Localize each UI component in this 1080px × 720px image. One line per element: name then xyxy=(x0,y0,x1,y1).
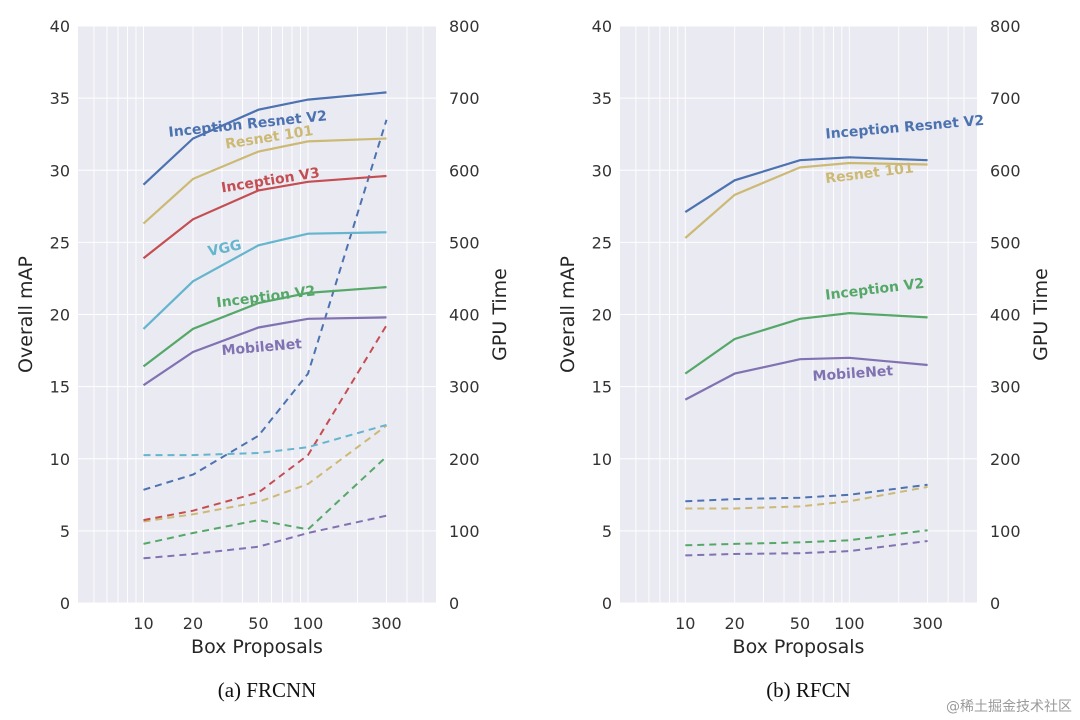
y2-tick-label: 400 xyxy=(990,306,1021,325)
y-tick-label: 20 xyxy=(50,306,70,325)
gpu-time-line-mobilenet xyxy=(143,514,387,560)
x-tick-label: 20 xyxy=(183,614,203,633)
y2-tick-label: 500 xyxy=(449,233,480,252)
y-tick-label: 35 xyxy=(592,89,612,108)
y2-tick-label: 200 xyxy=(990,450,1021,469)
y2-tick-label: 800 xyxy=(449,17,480,36)
x-tick-label: 50 xyxy=(790,614,810,633)
y2-tick-label: 0 xyxy=(449,594,459,613)
x-tick-label: 20 xyxy=(724,614,744,633)
y-tick-label: 40 xyxy=(592,17,612,36)
x-axis-title: Box Proposals xyxy=(733,636,865,658)
y-tick-label: 25 xyxy=(592,233,612,252)
y-axis-title: Overall mAP xyxy=(15,256,37,373)
y-tick-label: 35 xyxy=(50,89,70,108)
map-line-resnet-101 xyxy=(142,137,387,225)
y-tick-label: 30 xyxy=(592,161,612,180)
gpu-time-line-inception-v3 xyxy=(143,324,388,522)
y-tick-label: 10 xyxy=(592,450,612,469)
y-tick-label: 10 xyxy=(50,450,70,469)
series-label-mobilenet: MobileNet xyxy=(221,336,303,359)
map-line-resnet-101 xyxy=(684,161,928,239)
x-tick-label: 10 xyxy=(133,614,153,633)
y-tick-label: 20 xyxy=(592,306,612,325)
x-tick-label: 10 xyxy=(675,614,695,633)
rfcn-panel: 0510152025303540010020030040050060070080… xyxy=(557,17,1052,702)
y2-tick-label: 100 xyxy=(990,522,1021,541)
y2-tick-label: 700 xyxy=(990,89,1021,108)
panel-caption: (b) RFCN xyxy=(766,678,851,702)
gpu-time-line-vgg xyxy=(143,423,387,457)
y2-tick-label: 400 xyxy=(449,306,480,325)
y2-tick-label: 100 xyxy=(449,522,480,541)
x-tick-label: 300 xyxy=(371,614,402,633)
y2-tick-label: 800 xyxy=(990,17,1021,36)
gpu-time-line-inception-v2 xyxy=(685,529,928,547)
y2-tick-label: 300 xyxy=(990,378,1021,397)
y2-tick-label: 0 xyxy=(990,594,1000,613)
x-axis-title: Box Proposals xyxy=(191,636,323,658)
watermark: @稀土掘金技术社区 xyxy=(946,699,1072,715)
x-tick-label: 100 xyxy=(293,614,324,633)
series-label-vgg: VGG xyxy=(207,237,243,260)
y-tick-label: 5 xyxy=(60,522,70,541)
series-label-mobilenet: MobileNet xyxy=(812,363,894,385)
gpu-time-line-resnet-101 xyxy=(685,485,928,510)
x-tick-label: 100 xyxy=(834,614,865,633)
y-tick-label: 30 xyxy=(50,161,70,180)
x-tick-label: 50 xyxy=(248,614,268,633)
y2-tick-label: 600 xyxy=(449,161,480,180)
map-line-inception-resnet-v2 xyxy=(142,91,387,186)
map-line-inception-v2 xyxy=(684,311,928,375)
map-line-inception-v3 xyxy=(142,174,387,260)
gpu-time-line-inception-resnet-v2 xyxy=(685,483,928,503)
map-line-mobilenet xyxy=(142,316,387,387)
map-line-mobilenet xyxy=(684,356,928,401)
y-axis-title: Overall mAP xyxy=(557,256,579,373)
y-tick-label: 25 xyxy=(50,233,70,252)
x-tick-label: 300 xyxy=(912,614,943,633)
y-tick-label: 5 xyxy=(602,522,612,541)
map-line-inception-v2 xyxy=(142,286,387,368)
y2-axis-title: GPU Time xyxy=(1030,268,1052,361)
y2-tick-label: 600 xyxy=(990,161,1021,180)
y-tick-label: 15 xyxy=(50,378,70,397)
map-line-inception-resnet-v2 xyxy=(684,156,928,214)
y-tick-label: 40 xyxy=(50,17,70,36)
y-tick-label: 0 xyxy=(602,594,612,613)
panel-caption: (a) FRCNN xyxy=(218,678,317,702)
gpu-time-line-mobilenet xyxy=(685,540,928,557)
y2-tick-label: 300 xyxy=(449,378,480,397)
y2-tick-label: 700 xyxy=(449,89,480,108)
y2-tick-label: 200 xyxy=(449,450,480,469)
y2-tick-label: 500 xyxy=(990,233,1021,252)
map-line-vgg xyxy=(142,231,387,330)
y-tick-label: 15 xyxy=(592,378,612,397)
y2-axis-title: GPU Time xyxy=(489,268,511,361)
frcnn-panel: 0510152025303540010020030040050060070080… xyxy=(15,17,511,702)
y-tick-label: 0 xyxy=(60,594,70,613)
